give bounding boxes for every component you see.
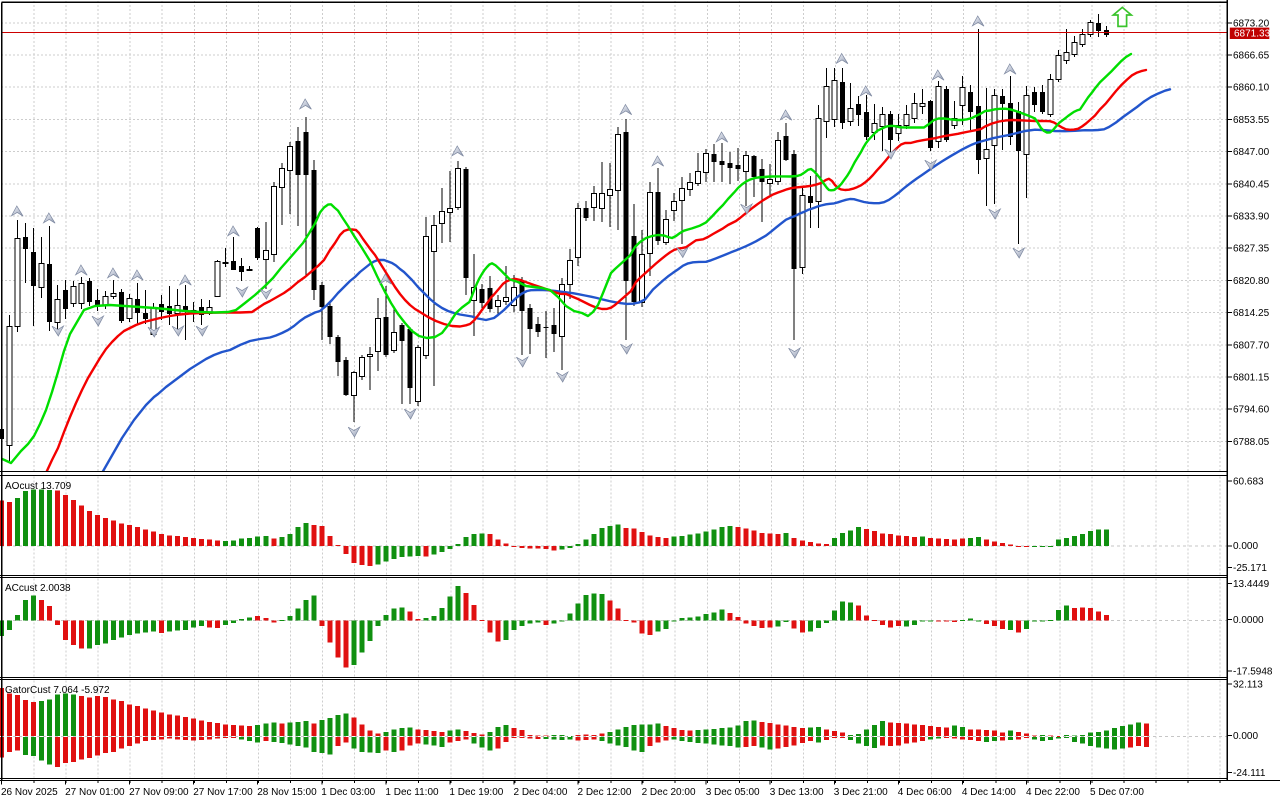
svg-text:-17.5948: -17.5948 — [1233, 667, 1273, 678]
svg-text:6847.00: 6847.00 — [1233, 147, 1270, 158]
svg-text:ACcust 2.0038: ACcust 2.0038 — [5, 583, 71, 594]
svg-text:6807.70: 6807.70 — [1233, 340, 1270, 351]
svg-text:3 Dec 21:00: 3 Dec 21:00 — [834, 787, 888, 798]
svg-text:2 Dec 12:00: 2 Dec 12:00 — [578, 787, 632, 798]
svg-text:0.000: 0.000 — [1233, 541, 1258, 552]
svg-text:6853.55: 6853.55 — [1233, 115, 1270, 126]
svg-text:26 Nov 2025: 26 Nov 2025 — [1, 787, 58, 798]
svg-text:0.0000: 0.0000 — [1233, 615, 1264, 626]
svg-text:6827.35: 6827.35 — [1233, 244, 1270, 255]
svg-text:3 Dec 05:00: 3 Dec 05:00 — [706, 787, 760, 798]
svg-text:13.4449: 13.4449 — [1233, 579, 1270, 590]
svg-text:6860.10: 6860.10 — [1233, 83, 1270, 94]
svg-text:1 Dec 11:00: 1 Dec 11:00 — [385, 787, 439, 798]
svg-text:6794.60: 6794.60 — [1233, 405, 1270, 416]
svg-text:27 Nov 01:00: 27 Nov 01:00 — [65, 787, 125, 798]
svg-text:1 Dec 19:00: 1 Dec 19:00 — [449, 787, 503, 798]
svg-text:GatorCust 7.064 -5.972: GatorCust 7.064 -5.972 — [5, 685, 110, 696]
svg-text:6840.45: 6840.45 — [1233, 179, 1270, 190]
svg-text:27 Nov 17:00: 27 Nov 17:00 — [193, 787, 253, 798]
svg-text:6820.80: 6820.80 — [1233, 276, 1270, 287]
svg-text:3 Dec 13:00: 3 Dec 13:00 — [770, 787, 824, 798]
svg-text:-24.111: -24.111 — [1233, 768, 1266, 779]
svg-text:27 Nov 09:00: 27 Nov 09:00 — [129, 787, 189, 798]
svg-text:5 Dec 07:00: 5 Dec 07:00 — [1090, 787, 1144, 798]
svg-text:28 Nov 15:00: 28 Nov 15:00 — [257, 787, 317, 798]
svg-text:2 Dec 04:00: 2 Dec 04:00 — [514, 787, 568, 798]
svg-text:-25.171: -25.171 — [1233, 563, 1267, 574]
svg-text:2 Dec 20:00: 2 Dec 20:00 — [642, 787, 696, 798]
svg-text:6871.33: 6871.33 — [1234, 29, 1271, 40]
svg-text:32.113: 32.113 — [1233, 680, 1263, 691]
svg-text:6788.05: 6788.05 — [1233, 437, 1270, 448]
svg-text:AOcust 13.709: AOcust 13.709 — [5, 481, 72, 492]
svg-text:60.683: 60.683 — [1233, 477, 1264, 488]
svg-text:6833.90: 6833.90 — [1233, 212, 1270, 223]
svg-text:1 Dec 03:00: 1 Dec 03:00 — [321, 787, 375, 798]
svg-text:4 Dec 06:00: 4 Dec 06:00 — [898, 787, 952, 798]
svg-text:6801.15: 6801.15 — [1233, 373, 1270, 384]
svg-text:4 Dec 14:00: 4 Dec 14:00 — [962, 787, 1016, 798]
svg-text:0.000: 0.000 — [1233, 731, 1258, 742]
svg-text:6873.20: 6873.20 — [1233, 18, 1270, 29]
svg-text:6866.65: 6866.65 — [1233, 51, 1270, 62]
svg-text:4 Dec 22:00: 4 Dec 22:00 — [1026, 787, 1080, 798]
svg-text:6814.25: 6814.25 — [1233, 308, 1270, 319]
